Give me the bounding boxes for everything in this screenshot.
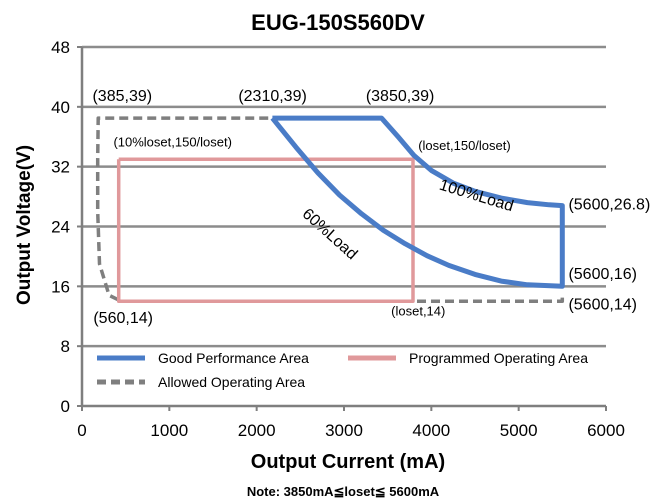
y-tick-label: 0 xyxy=(61,397,70,416)
chart-title: EUG-150S560DV xyxy=(251,10,425,35)
y-tick-label: 32 xyxy=(51,158,70,177)
y-tick-label: 48 xyxy=(51,38,70,57)
annotation-label: (10%loset,150/loset) xyxy=(113,134,232,149)
tick-labels: 0 1000 2000 3000 4000 5000 6000 0 8 16 24 32 40 48 xyxy=(51,38,625,440)
x-tick-label: 1000 xyxy=(150,421,188,440)
series-line xyxy=(270,115,565,289)
y-tick-label: 16 xyxy=(51,277,70,296)
series-line xyxy=(116,157,415,304)
annotation-label: (2310,39) xyxy=(238,88,307,105)
annotation-label: (loset,14) xyxy=(391,304,445,319)
legend-label: Programmed Operating Area xyxy=(409,350,588,366)
annotations: (385,39) (2310,39) (3850,39) (10%loset,150/… xyxy=(92,88,650,327)
annotation-label: 60%Load xyxy=(299,205,361,263)
y-tick-label: 40 xyxy=(51,98,70,117)
chart-note: Note: 3850mA≦loset≦ 5600mA xyxy=(247,484,440,499)
annotation-label: (560,14) xyxy=(93,310,153,327)
x-tick-label: 5000 xyxy=(500,421,538,440)
series-layer xyxy=(95,115,565,304)
annotation-label: (5600,14) xyxy=(568,297,637,314)
annotation-label: 100%Load xyxy=(437,177,515,216)
series-line xyxy=(95,116,565,304)
y-axis-label: Output Voltage(V) xyxy=(14,145,35,305)
annotation-label: (3850,39) xyxy=(366,88,435,105)
grid xyxy=(82,45,606,348)
y-tick-label: 24 xyxy=(51,218,70,237)
x-axis-label: Output Current (mA) xyxy=(251,451,445,473)
legend-label: Allowed Operating Area xyxy=(158,374,305,390)
axes xyxy=(77,46,607,411)
x-tick-label: 6000 xyxy=(587,421,625,440)
x-tick-label: 3000 xyxy=(325,421,363,440)
legend: Good Performance Area Programmed Operatin… xyxy=(97,350,588,390)
annotation-label: (5600,26.8) xyxy=(568,196,650,213)
legend-label: Good Performance Area xyxy=(158,350,309,366)
x-tick-label: 4000 xyxy=(412,421,450,440)
x-tick-label: 2000 xyxy=(238,421,276,440)
annotation-label: (5600,16) xyxy=(568,266,637,283)
y-tick-label: 8 xyxy=(61,337,70,356)
annotation-label: (loset,150/loset) xyxy=(418,138,511,153)
annotation-label: (385,39) xyxy=(92,88,152,105)
x-tick-label: 0 xyxy=(77,421,86,440)
